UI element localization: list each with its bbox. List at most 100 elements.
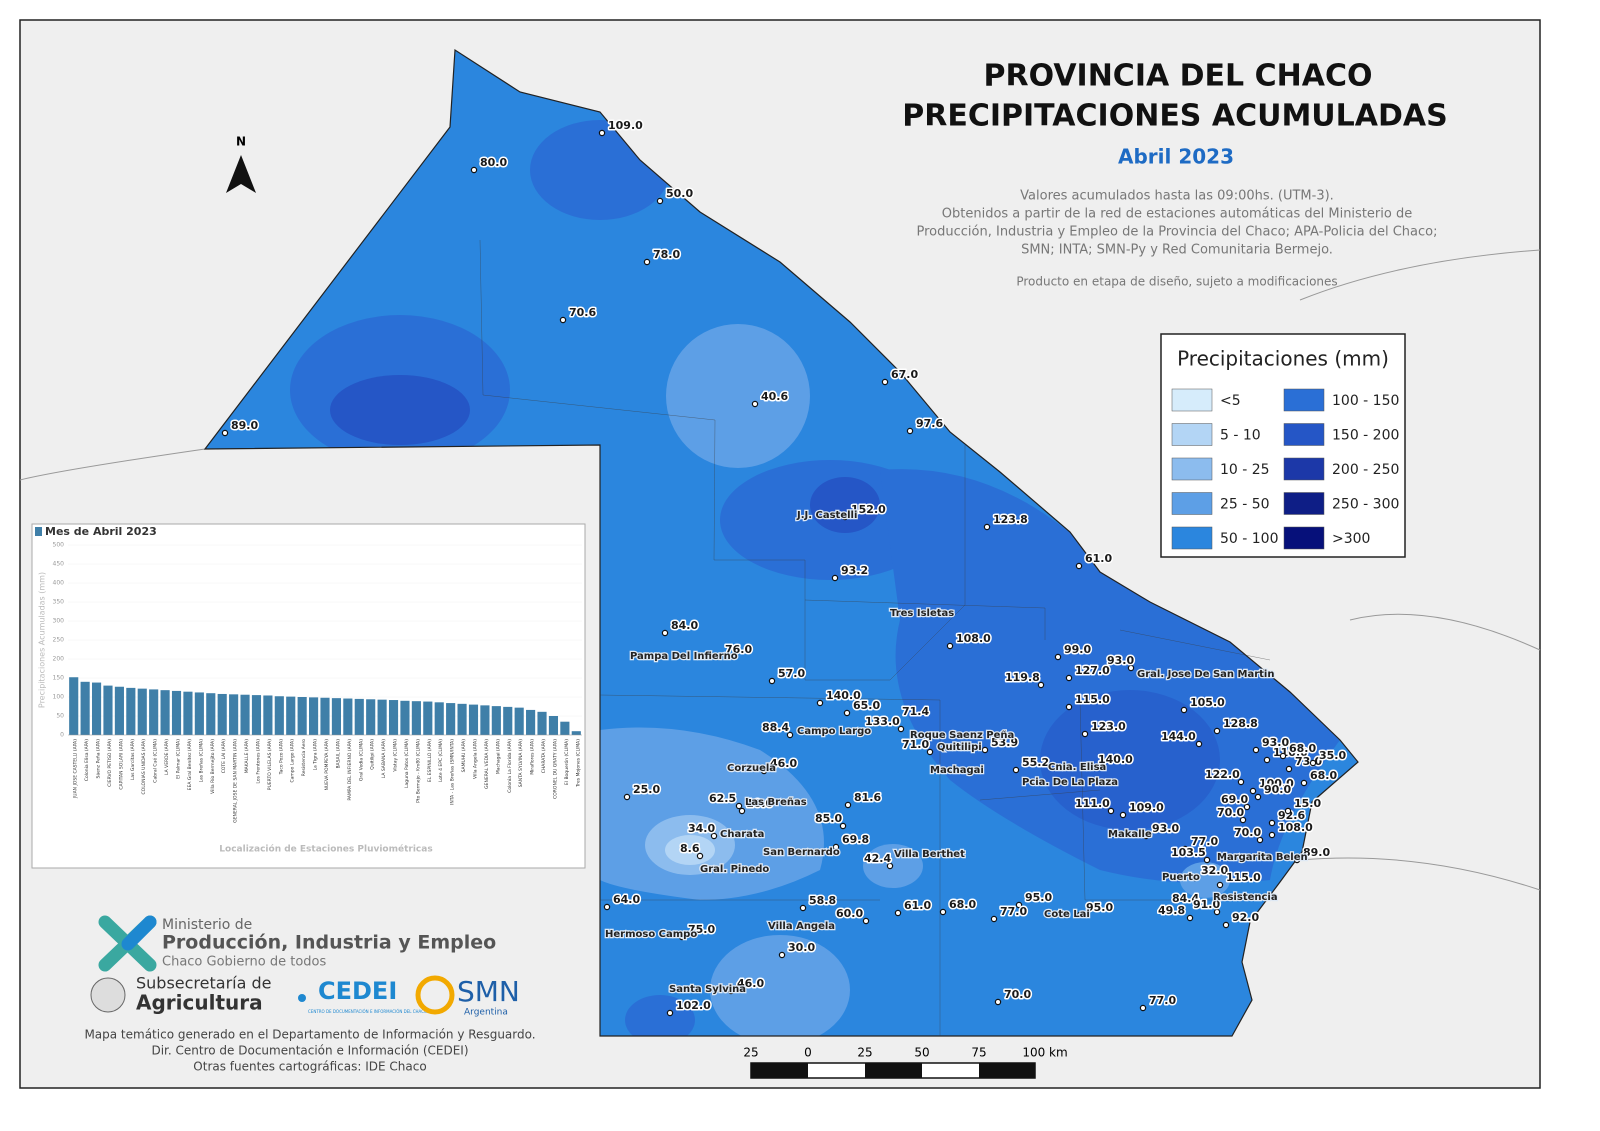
legend-label: 50 - 100 [1220, 531, 1279, 547]
inset-bar [183, 691, 193, 735]
legend-swatch [1171, 457, 1213, 481]
inset-x-tick-label: Villa Angela (APA) [472, 739, 478, 779]
station-value: 93.0 [1107, 654, 1134, 667]
station-value: 100.0 [1259, 777, 1294, 790]
station-dot [1213, 727, 1221, 735]
station-dot [831, 574, 839, 582]
station-value: 122.0 [1205, 768, 1240, 781]
inset-y-tick-label: 0 [60, 732, 64, 739]
inset-bar [91, 682, 102, 735]
station-value: 65.0 [853, 699, 880, 712]
inset-bar [286, 696, 296, 735]
place-name: San Bernardo [763, 847, 840, 858]
inset-bar [114, 686, 124, 735]
inset-x-tick-label: Los Frentones (APA) [255, 739, 261, 784]
station-dot [1252, 746, 1260, 754]
inset-x-tick-label: Resistencia Aero [301, 739, 307, 776]
scale-label: 0 [804, 1046, 812, 1060]
inset-x-tick-label: Lote 4 EPC (CLIMA) [438, 739, 444, 782]
legend-swatch [1283, 492, 1325, 515]
inset-chart-panel [31, 523, 586, 869]
legend-swatch [1283, 423, 1325, 446]
station-value: 15.0 [1294, 797, 1321, 810]
place-name: Resistencia [1213, 892, 1278, 903]
department-borders [479, 239, 1271, 1036]
inset-x-tick-label: Colonia Elisa (APA) [84, 739, 90, 781]
station-dot [221, 429, 229, 437]
station-dot [832, 843, 840, 851]
inset-y-label: Precipitaciones Acumuladas (mm) [38, 572, 47, 708]
inset-x-tick-label: Miraflores (APA) [530, 739, 536, 775]
inset-x-tick-label: CHARATA (APA) [541, 739, 547, 774]
logo-text: Argentina [464, 1008, 508, 1018]
inset-bar [560, 721, 570, 735]
inset-x-tick-label: CORONEL DU GRATY (APA) [552, 739, 558, 799]
station-dot [1065, 674, 1073, 682]
station-dot [656, 197, 664, 205]
inset-x-tick-label: PUERTO VILELAS (APA) [267, 739, 273, 790]
place-name: Tres Isletas [890, 608, 954, 619]
inset-x-tick-label: El Boquerón (CLIMA) [563, 739, 570, 785]
scale-label: 50 [914, 1046, 929, 1060]
inset-bar [309, 697, 319, 735]
station-value: 93.0 [1152, 822, 1179, 835]
inset-bar [263, 695, 273, 735]
inset-bar [217, 693, 227, 735]
station-value: 62.5 [709, 792, 736, 805]
station-value: 80.0 [480, 156, 507, 169]
disclaimer: Producto en etapa de diseño, sujeto a mo… [1016, 275, 1337, 289]
station-value: 81.6 [854, 791, 881, 804]
legend-label: >300 [1332, 531, 1370, 547]
station-value: 133.0 [865, 715, 900, 728]
inset-bar [548, 716, 559, 735]
inset-bar [354, 698, 364, 735]
station-value: 8.6 [680, 842, 700, 855]
inset-x-tick-label: Machagai (APA) [495, 739, 501, 774]
station-dot [666, 1009, 674, 1017]
station-value: 144.0 [1161, 730, 1196, 743]
station-value: 103.5 [1171, 846, 1206, 859]
inset-bar [240, 694, 250, 735]
station-dot [751, 400, 759, 408]
station-value: 50.0 [666, 187, 693, 200]
scale-label: 100 km [1022, 1046, 1067, 1060]
scale-label: 75 [971, 1046, 986, 1060]
station-dot [661, 629, 669, 637]
station-dot [559, 316, 567, 324]
station-value: 70.0 [1234, 826, 1261, 839]
inset-bar [388, 700, 399, 735]
station-value: 71.4 [902, 705, 929, 718]
station-dot [643, 258, 651, 266]
inset-bar [503, 706, 513, 735]
station-dot [696, 852, 704, 860]
province-outline [203, 48, 1359, 1037]
station-dot [1076, 911, 1084, 919]
station-dot [778, 951, 786, 959]
station-dot [1180, 706, 1188, 714]
inset-y-tick-label: 450 [53, 561, 65, 568]
legend-label: 25 - 50 [1220, 497, 1270, 513]
station-value: 61.0 [904, 899, 931, 912]
footer-line: Dir. Centro de Documentación e Informaci… [151, 1044, 468, 1058]
inset-x-tick-label: Villa Río Bermejito (APA) [209, 739, 216, 794]
scale-segment [751, 1063, 808, 1078]
station-dot [981, 746, 989, 754]
inset-x-tick-label: Gral Vedia (CLIMA) [358, 739, 364, 781]
station-value: 89.0 [1303, 846, 1330, 859]
place-name: Machagai [930, 765, 984, 776]
inset-bar [468, 704, 479, 735]
title-line-1: PROVINCIA DEL CHACO [984, 59, 1373, 94]
inset-y-tick-label: 50 [56, 713, 64, 720]
inset-y-tick-label: 150 [53, 675, 65, 682]
inset-bar [400, 700, 410, 735]
inset-x-tick-label: NUEVA POMPEYA (APA) [324, 739, 330, 791]
station-value: 53.9 [991, 736, 1018, 749]
station-dot [1213, 908, 1221, 916]
scale-segment [865, 1063, 922, 1078]
station-value: 58.8 [809, 894, 836, 907]
station-value: 85.0 [815, 812, 842, 825]
station-dot [1243, 803, 1251, 811]
inset-y-tick-label: 350 [53, 599, 65, 606]
station-dot [1195, 740, 1203, 748]
station-value: 102.0 [676, 999, 711, 1012]
